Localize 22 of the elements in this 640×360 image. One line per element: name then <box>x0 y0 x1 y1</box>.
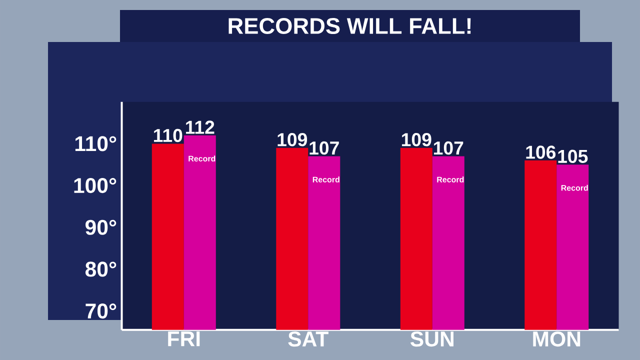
y-tick-label: 90° <box>86 220 116 235</box>
y-tick-label: 100° <box>74 178 116 194</box>
annotation: Record <box>561 184 588 191</box>
y-tick-label: 110° <box>75 136 116 152</box>
data-label: 109 <box>402 133 432 146</box>
data-label: 107 <box>434 141 464 155</box>
x-tick-label: SAT <box>288 331 328 347</box>
annotation: Record <box>312 176 340 182</box>
x-tick-label: MON <box>533 331 580 347</box>
data-label: 106 <box>526 146 556 159</box>
data-label: 110 <box>154 128 182 142</box>
y-tick-label: 70° <box>86 303 116 319</box>
data-label: 109 <box>278 133 308 146</box>
y-tick-label: 80° <box>85 262 116 277</box>
data-label: 107 <box>310 141 339 155</box>
annotation: Record <box>188 156 216 162</box>
chart-title: RECORDS WILL FALL! <box>228 18 471 34</box>
x-tick-label: FRI <box>168 331 200 346</box>
data-label: 105 <box>558 150 588 164</box>
data-label: 112 <box>186 120 214 134</box>
annotation: Record <box>437 176 464 182</box>
x-tick-label: SUN <box>410 331 454 347</box>
